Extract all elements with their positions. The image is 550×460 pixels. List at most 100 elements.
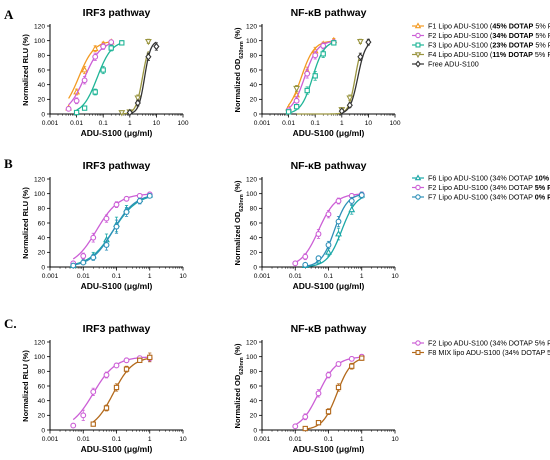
y-tick-label: 60 [38,67,46,74]
data-point [92,89,98,95]
data-point [292,260,299,267]
series-f1 [285,36,338,111]
data-point [293,85,301,93]
y-tick-label: 100 [246,354,257,361]
data-point [90,254,97,261]
x-tick-label: 0.01 [289,436,302,443]
data-point [100,43,107,50]
data-point [293,97,300,104]
data-point [302,425,308,432]
y-tick-label: 60 [250,383,258,390]
chart-a-irf3: IRF3 pathway 0 20 40 60 80 100 120 0.001 0.01 0.1 1… [21,7,189,138]
series-f7 [302,191,365,268]
data-point [123,209,130,215]
x-tick-label: 1 [148,273,152,280]
data-point [103,372,110,378]
legend-c: F2 Lipo ADU-S100 (34% DOTAP 5% PEG)F8 MI… [412,339,550,357]
series-f8 [90,352,153,427]
x-tick-label: 1 [340,120,344,127]
data-point [359,355,365,361]
fit-curve [92,357,150,423]
x-axis-label: ADU-S100 (μg/ml) [81,444,153,454]
series-free [126,41,160,117]
x-tick-label: 10 [179,436,187,443]
x-tick-label: 100 [177,120,188,127]
data-point [126,108,133,117]
data-point [136,198,143,204]
y-tick-label: 100 [246,191,257,198]
data-point [285,109,292,115]
panel-label-c: C. [4,316,17,331]
data-point [335,361,342,367]
data-point [302,253,309,260]
x-axis-label: ADU-S100 (μg/ml) [293,281,365,291]
y-tick-label: 60 [38,220,46,227]
x-tick-label: 10 [365,120,373,127]
chart-title: IRF3 pathway [83,7,151,19]
series-f4 [118,38,152,117]
data-point [147,354,153,361]
y-tick-label: 80 [250,206,258,213]
y-axis-label: Normalized OD620nm (%) [233,27,245,112]
data-point [137,357,143,364]
chart-title: NF-κB pathway [291,323,367,335]
y-tick-label: 120 [246,339,257,346]
data-point [70,262,77,269]
legend-marker [415,42,421,48]
data-point [80,412,87,419]
data-point [315,255,322,262]
legend-marker [415,340,421,346]
x-axis-label: ADU-S100 (μg/ml) [81,128,153,138]
legend-label: F4 Lipo ADU-S100 (11% DOTAP 5% PEG) [428,50,550,59]
y-tick-label: 20 [38,97,46,104]
x-tick-label: 10 [391,436,399,443]
legend-a: F1 Lipo ADU-S100 (45% DOTAP 5% PEG)F2 Li… [412,22,550,69]
data-point [119,40,125,46]
y-tick-label: 60 [250,67,258,74]
data-point [293,103,300,110]
y-tick-label: 120 [246,23,257,30]
legend-entry-f2: F2 Lipo ADU-S100 (34% DOTAP 5% PEG) [412,183,550,192]
y-tick-label: 100 [34,354,45,361]
x-tick-label: 0.1 [311,120,320,127]
x-tick-label: 0.001 [42,120,59,127]
data-point [100,67,106,73]
legend-label: Free ADU-S100 [428,60,479,69]
y-tick-label: 80 [250,369,258,376]
data-point [335,230,342,237]
x-tick-label: 0.01 [282,120,295,127]
y-axis-label: Normalized RLU (%) [21,187,30,259]
data-point [335,218,342,225]
data-point [134,99,141,107]
y-tick-label: 40 [250,235,258,242]
x-axis-label: ADU-S100 (μg/ml) [293,444,365,454]
data-point [325,372,332,378]
legend-marker [414,52,422,59]
legend-entry-f7: F7 Lipo ADU-S100 (34% DOTAP 0% PEG) [412,193,550,202]
legend-entry-f2: F2 Lipo ADU-S100 (34% DOTAP 5% PEG) [412,339,550,348]
data-point [90,421,96,427]
legend-label: F2 Lipo ADU-S100 (34% DOTAP 5% PEG) [428,31,550,40]
legend-entry-f6: F6 Lipo ADU-S100 (34% DOTAP 10% PEG) [412,174,550,183]
y-tick-label: 0 [41,264,45,271]
fit-curve [288,41,334,114]
y-tick-label: 40 [250,82,258,89]
data-point [315,419,322,426]
x-tick-label: 1 [148,436,152,443]
legends-layer: F1 Lipo ADU-S100 (45% DOTAP 5% PEG)F2 Li… [412,22,550,357]
data-point [304,87,310,94]
x-tick-label: 0.1 [99,120,108,127]
legend-entry-f2: F2 Lipo ADU-S100 (34% DOTAP 5% PEG) [412,31,550,40]
legend-label: F7 Lipo ADU-S100 (34% DOTAP 0% PEG) [428,193,550,202]
series-f2 [70,191,153,267]
y-tick-label: 120 [246,176,257,183]
legend-entry-f1: F1 Lipo ADU-S100 (45% DOTAP 5% PEG) [412,22,550,31]
y-tick-label: 20 [250,97,258,104]
data-point [113,384,120,391]
y-tick-label: 80 [38,53,46,60]
y-tick-label: 0 [253,111,257,118]
data-point [348,198,355,204]
data-point [346,101,353,109]
x-tick-label: 0.01 [289,273,302,280]
